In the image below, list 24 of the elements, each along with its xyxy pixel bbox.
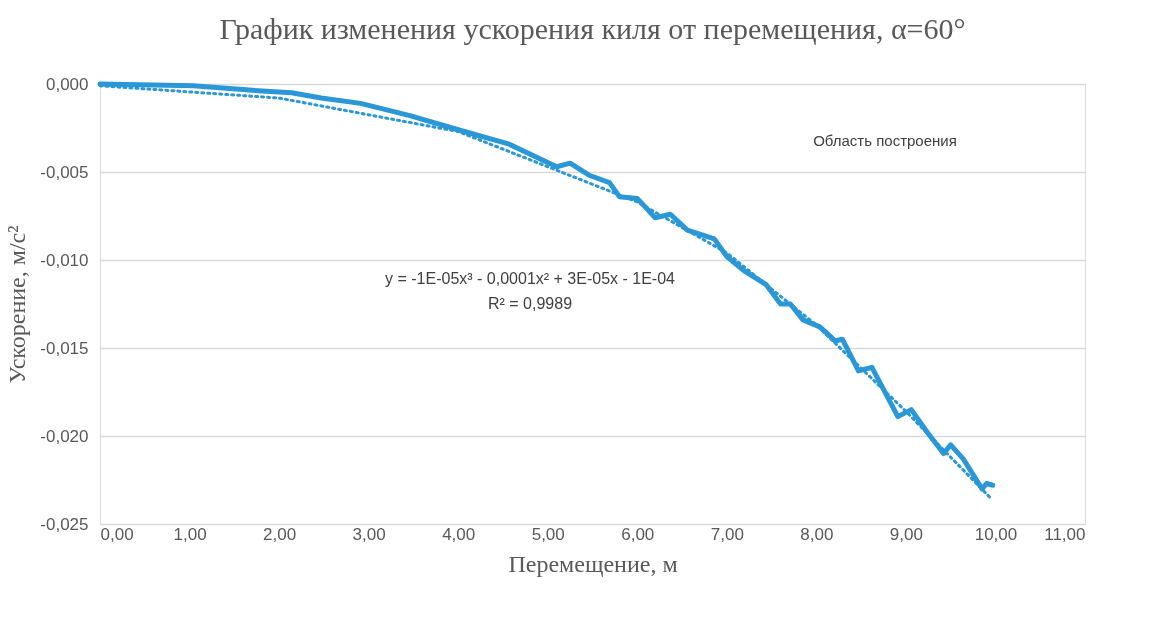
x-tick-label: 1,00: [173, 524, 207, 544]
x-tick-label: 10,00: [974, 524, 1018, 544]
x-tick-label: 6,00: [621, 524, 655, 544]
y-tick-label: 0,000: [45, 74, 89, 94]
y-axis-title: Ускорение, м/с²: [4, 225, 31, 384]
x-axis-title: Перемещение, м: [508, 550, 678, 577]
y-tick-label: -0,005: [40, 162, 89, 182]
y-tick-label: -0,010: [40, 250, 89, 270]
y-tick-label: -0,015: [40, 338, 89, 358]
x-tick-label: 11,00: [1044, 524, 1086, 544]
chart-title: График изменения ускорения киля от перемещения, α=60°: [219, 12, 966, 45]
x-tick-label: 7,00: [710, 524, 744, 544]
annotation: Область построения: [813, 132, 957, 149]
x-tick-label: 0,00: [100, 524, 134, 544]
x-tick-label: 3,00: [352, 524, 386, 544]
x-tick-label: 5,00: [531, 524, 565, 544]
x-tick-label: 4,00: [442, 524, 476, 544]
x-tick-label: 9,00: [889, 524, 923, 544]
x-tick-label: 8,00: [800, 524, 834, 544]
x-tick-label: 2,00: [263, 524, 297, 544]
annotation: y = -1E-05x³ - 0,0001x² + 3E-05x - 1E-04: [385, 270, 676, 287]
annotation: R² = 0,9989: [487, 295, 573, 312]
y-tick-label: -0,020: [40, 426, 89, 446]
y-tick-label: -0,025: [40, 514, 89, 534]
